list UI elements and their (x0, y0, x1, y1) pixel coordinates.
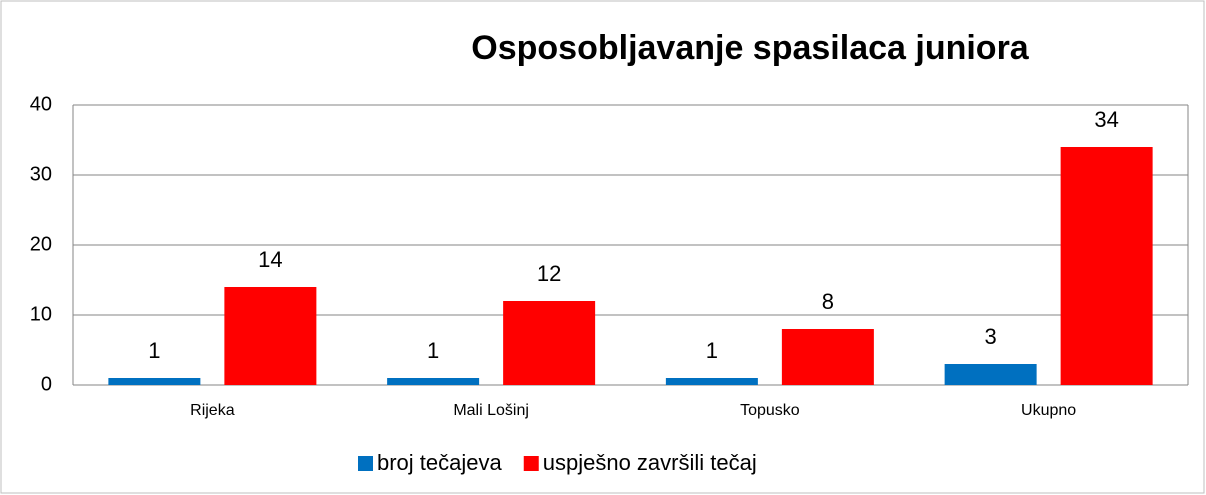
x-tick-label: Topusko (740, 402, 800, 419)
x-tick-label: Ukupno (1021, 402, 1076, 419)
data-label: 1 (148, 338, 160, 363)
data-label: 3 (985, 324, 997, 349)
y-tick-label: 0 (41, 373, 52, 395)
bar (665, 378, 758, 385)
legend-label: broj tečajeva (377, 450, 503, 475)
y-tick-label: 10 (30, 303, 52, 325)
bar (224, 287, 317, 385)
data-label: 1 (706, 338, 718, 363)
bar (108, 378, 201, 385)
x-tick-label: Rijeka (190, 402, 235, 419)
bar (944, 364, 1037, 385)
bar (1060, 147, 1153, 385)
data-label: 12 (537, 261, 561, 286)
chart-title: Osposobljavanje spasilaca juniora (471, 29, 1030, 67)
x-tick-label: Mali Lošinj (453, 402, 529, 419)
bar (387, 378, 480, 385)
legend-swatch (523, 456, 539, 471)
bar (781, 329, 874, 385)
legend-swatch (358, 456, 373, 471)
data-label: 8 (822, 289, 834, 314)
bar (503, 301, 596, 385)
y-tick-label: 40 (30, 93, 52, 115)
y-tick-label: 20 (30, 233, 52, 255)
legend-label: uspješno završili tečaj (543, 450, 757, 475)
data-label: 14 (258, 247, 282, 272)
data-label: 34 (1094, 107, 1118, 132)
y-tick-label: 30 (30, 163, 52, 185)
data-label: 1 (427, 338, 439, 363)
